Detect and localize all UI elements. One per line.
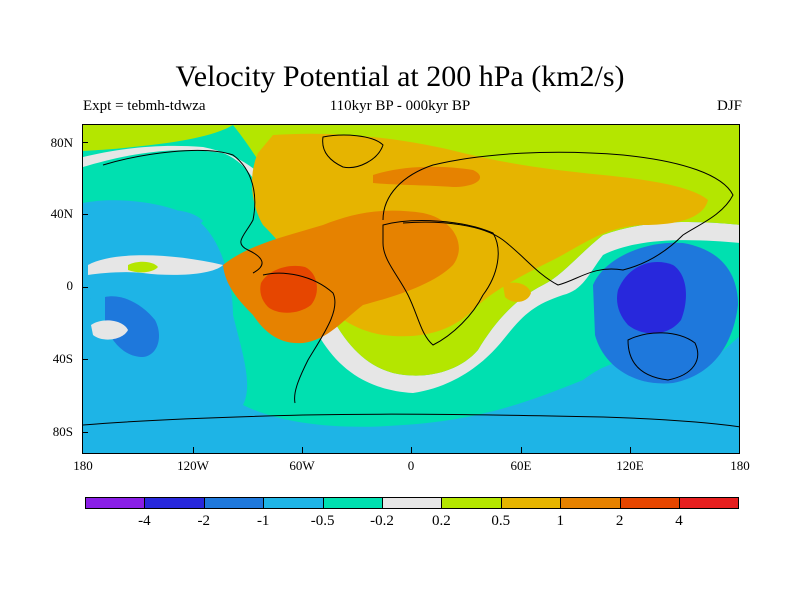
coast-antarctica bbox=[83, 413, 739, 428]
coast-eurasia bbox=[382, 151, 734, 286]
lon-label-60w: 60W bbox=[289, 458, 315, 473]
lon-label-180e: 180 bbox=[730, 458, 750, 473]
lat-label-0: 0 bbox=[66, 278, 74, 293]
colorbar-label: 0.5 bbox=[491, 513, 511, 529]
lat-tick bbox=[82, 432, 88, 433]
colorbar-segment bbox=[382, 497, 443, 509]
lat-tick bbox=[82, 214, 88, 215]
coast-south-america bbox=[262, 272, 336, 404]
coast-africa bbox=[382, 220, 499, 346]
map-plot bbox=[83, 125, 739, 453]
colorbar-label: 1 bbox=[556, 513, 564, 529]
contour-orange-yellow bbox=[503, 282, 531, 302]
colorbar-segment bbox=[85, 497, 146, 509]
map-panel bbox=[82, 124, 740, 454]
colorbar-segment bbox=[679, 497, 740, 509]
lon-label-180w: 180 bbox=[73, 458, 93, 473]
colorbar-label: -0.5 bbox=[310, 513, 335, 529]
coast-australia bbox=[627, 332, 699, 381]
contour-yellow-green bbox=[128, 261, 158, 273]
colorbar-label: -4 bbox=[138, 513, 151, 529]
colorbar-label: 0.2 bbox=[432, 513, 451, 529]
colorbar-label: -0.2 bbox=[370, 513, 394, 529]
season-label: DJF bbox=[716, 98, 742, 114]
colorbar-segment bbox=[263, 497, 324, 509]
lon-label-60e: 60E bbox=[510, 458, 532, 473]
lon-label-120e: 120E bbox=[616, 458, 644, 473]
contour-red-orange bbox=[260, 265, 317, 313]
chart-title: Velocity Potential at 200 hPa (km2/s) bbox=[175, 60, 625, 93]
lon-tick bbox=[302, 447, 303, 453]
contour-light-blue bbox=[83, 200, 739, 453]
contour-orange bbox=[373, 166, 481, 187]
contour-yellow-green bbox=[83, 125, 233, 151]
colorbar-label: 4 bbox=[675, 513, 683, 529]
lon-tick bbox=[521, 447, 522, 453]
colorbar-segment bbox=[500, 497, 562, 509]
lon-tick bbox=[630, 447, 631, 453]
period-label: 110kyr BP - 000kyr BP bbox=[329, 98, 471, 114]
colorbar-label: -2 bbox=[197, 513, 211, 529]
lat-label-80n: 80N bbox=[50, 135, 73, 150]
contour-grey bbox=[91, 320, 128, 340]
colorbar-segment bbox=[619, 497, 680, 509]
coastlines bbox=[83, 134, 739, 428]
colorbar-label: 2 bbox=[615, 513, 624, 529]
lat-label-80s: 80S bbox=[52, 424, 73, 439]
lat-label-40n: 40N bbox=[50, 206, 73, 221]
coast-greenland bbox=[322, 134, 384, 169]
lon-tick bbox=[193, 447, 194, 453]
contour-blue bbox=[105, 296, 159, 357]
lat-tick bbox=[82, 287, 88, 288]
lon-label-0: 0 bbox=[407, 458, 415, 473]
contour-dark-blue bbox=[617, 262, 686, 334]
colorbar-segment bbox=[560, 497, 621, 509]
coast-north-america bbox=[102, 149, 263, 274]
lat-tick bbox=[82, 359, 88, 360]
contour-light-blue bbox=[143, 210, 203, 231]
colorbar-label: -1 bbox=[256, 513, 270, 529]
colorbar-segment bbox=[144, 497, 205, 509]
lat-tick bbox=[82, 142, 88, 143]
colorbar-segment bbox=[441, 497, 502, 509]
colorbar-segment bbox=[322, 497, 383, 509]
experiment-label: Expt = tebmh-tdwza bbox=[83, 98, 206, 114]
lon-tick bbox=[411, 447, 412, 453]
lon-label-120w: 120W bbox=[177, 458, 209, 473]
lat-label-40s: 40S bbox=[52, 351, 73, 366]
colorbar-segment bbox=[203, 497, 265, 509]
